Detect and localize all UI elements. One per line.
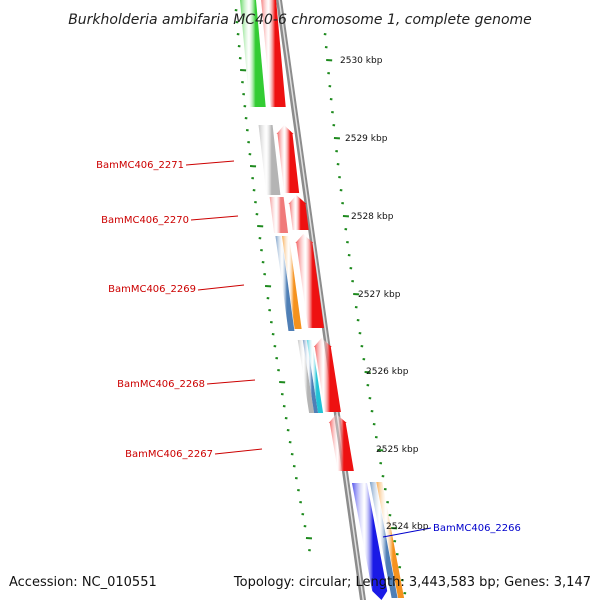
kbp-label-2528: 2528 kbp <box>351 212 394 222</box>
map-title: Burkholderia ambifaria MC40-6 chromosome… <box>68 12 532 28</box>
gene-red-top <box>261 0 286 107</box>
kbp-label-2529: 2529 kbp <box>345 134 388 144</box>
gene-2269-red <box>295 234 324 328</box>
gene-2269-orange <box>281 236 302 329</box>
gene-2266-steel <box>369 482 398 598</box>
gene-2271-red <box>276 125 300 193</box>
gene-2268-red <box>313 338 341 412</box>
gene-label-2266[interactable]: BamMC406_2266 <box>433 523 521 534</box>
gene-2266-orange <box>376 482 405 598</box>
gene-2267-red <box>328 414 354 471</box>
kbp-label-2525: 2525 kbp <box>376 445 419 455</box>
leader-2266 <box>382 527 432 538</box>
gene-2271-gray <box>258 125 281 195</box>
gene-2270-red <box>288 195 309 230</box>
leader-2270 <box>190 215 239 221</box>
gene-2268-cyan <box>306 340 324 413</box>
gene-2266-blue <box>351 483 388 600</box>
gene-2269-steel <box>275 236 295 331</box>
gene-label-2270[interactable]: BamMC406_2270 <box>101 215 189 226</box>
kbp-label-2527: 2527 kbp <box>358 290 401 300</box>
gene-2270-pink <box>269 197 289 233</box>
leader-2271 <box>185 160 235 166</box>
kbp-label-2524: 2524 kbp <box>386 522 429 532</box>
kbp-label-2530: 2530 kbp <box>340 56 383 66</box>
gene-2268-steel <box>302 340 319 413</box>
map-track-group <box>185 0 432 600</box>
accession-text: Accession: NC_010551 <box>9 575 157 590</box>
gene-2268-gray <box>297 340 315 413</box>
kbp-label-2526: 2526 kbp <box>366 367 409 377</box>
gene-label-2269[interactable]: BamMC406_2269 <box>108 284 196 295</box>
gene-label-2268[interactable]: BamMC406_2268 <box>117 379 205 390</box>
leader-2267 <box>214 448 263 455</box>
gene-label-2267[interactable]: BamMC406_2267 <box>125 449 213 460</box>
gene-green-top <box>240 0 266 107</box>
gene-label-2271[interactable]: BamMC406_2271 <box>96 160 184 171</box>
kbp-scale-labels: 2530 kbp 2529 kbp 2528 kbp 2527 kbp 2526… <box>340 56 429 532</box>
topology-summary: Topology: circular; Length: 3,443,583 bp… <box>233 575 591 590</box>
gene-label-group: BamMC406_2271 BamMC406_2270 BamMC406_226… <box>96 160 521 534</box>
leader-2269 <box>197 284 245 291</box>
leader-2268 <box>206 379 256 385</box>
